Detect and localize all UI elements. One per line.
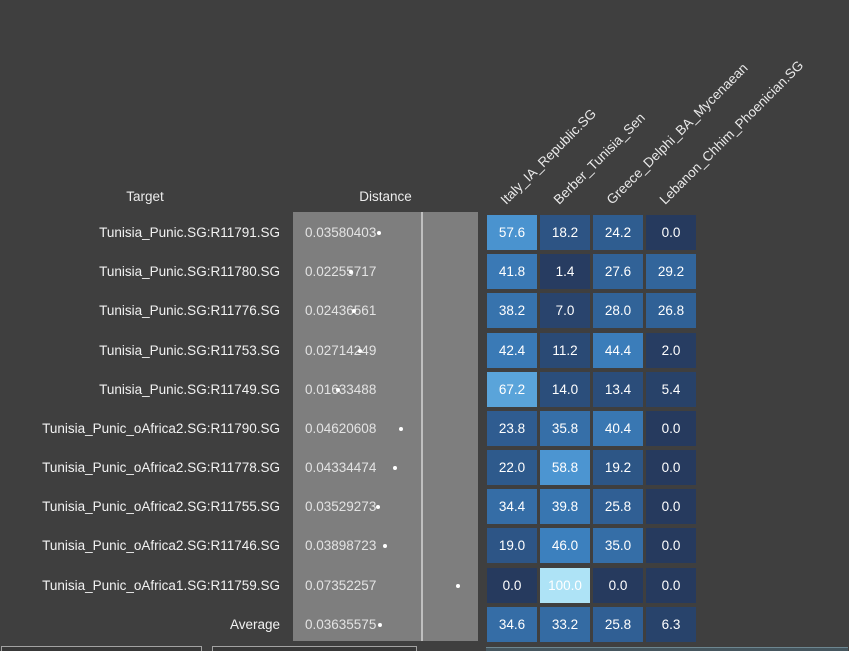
heat-cell: 33.2 (540, 607, 590, 642)
target-label: Average (229, 617, 280, 632)
distance-value: 0.02714249 (305, 343, 377, 358)
target-label: Tunisia_Punic.SG:R11791.SG (99, 225, 280, 240)
heat-cell: 38.2 (487, 293, 537, 328)
distance-dot (378, 622, 382, 627)
distance-dot (336, 387, 340, 392)
heat-cell: 28.0 (593, 293, 643, 328)
distance-value: 0.03580403 (305, 225, 377, 240)
cutoff-input-middle[interactable] (212, 646, 417, 651)
distance-dot (456, 583, 460, 588)
distance-column-header: Distance (359, 189, 412, 204)
heat-cell: 39.8 (540, 489, 590, 524)
heat-cell: 41.8 (487, 254, 537, 289)
target-label: Tunisia_Punic.SG:R11780.SG (99, 264, 280, 279)
heat-cell: 35.0 (593, 528, 643, 563)
target-label: Tunisia_Punic.SG:R11753.SG (99, 343, 280, 358)
heat-cell: 35.8 (540, 411, 590, 446)
distance-band (293, 212, 478, 641)
heat-cell: 18.2 (540, 215, 590, 250)
distance-dot (349, 269, 353, 274)
distance-value: 0.07352257 (305, 578, 377, 593)
distance-dot (376, 504, 380, 509)
table-row: Tunisia_Punic.SG:R11749.SG 0.01633488 67.2… (0, 370, 849, 409)
heat-cell: 19.2 (593, 450, 643, 485)
heat-cell: 0.0 (646, 450, 696, 485)
heat-cell: 29.2 (646, 254, 696, 289)
rotated-column-header: Berber_Tunisia_Sen (550, 110, 648, 208)
average-row: Average 0.03635575 34.6 33.2 25.8 6.3 (0, 605, 849, 644)
heat-cell: 14.0 (540, 372, 590, 407)
table-row: Tunisia_Punic.SG:R11753.SG 0.02714249 42.4… (0, 331, 849, 370)
table-row: Tunisia_Punic_oAfrica2.SG:R11778.SG 0.043… (0, 448, 849, 487)
distance-value: 0.03529273 (305, 499, 377, 514)
distance-value: 0.04620608 (305, 421, 377, 436)
table-row: Tunisia_Punic.SG:R11776.SG 0.02436561 38.2… (0, 291, 849, 330)
heat-cell: 22.0 (487, 450, 537, 485)
target-label: Tunisia_Punic_oAfrica2.SG:R11755.SG (42, 499, 280, 514)
distance-dot (377, 230, 381, 235)
distance-value: 0.03635575 (305, 617, 377, 632)
distance-dot (352, 308, 356, 313)
heat-cell: 42.4 (487, 333, 537, 368)
distance-dot (393, 465, 397, 470)
target-label: Tunisia_Punic_oAfrica1.SG:R11759.SG (42, 578, 280, 593)
heat-cell: 6.3 (646, 607, 696, 642)
distance-dot (358, 348, 362, 353)
table-row: Tunisia_Punic_oAfrica1.SG:R11759.SG 0.073… (0, 566, 849, 605)
heat-cell: 7.0 (540, 293, 590, 328)
distance-dot (383, 543, 387, 548)
heat-cell: 25.8 (593, 489, 643, 524)
heat-cell: 26.8 (646, 293, 696, 328)
target-column-header: Target (126, 189, 164, 204)
target-label: Tunisia_Punic.SG:R11776.SG (99, 303, 280, 318)
table-row: Tunisia_Punic_oAfrica2.SG:R11790.SG 0.046… (0, 409, 849, 448)
distance-value: 0.02255717 (305, 264, 377, 279)
heat-cell: 19.0 (487, 528, 537, 563)
heat-cell: 0.0 (487, 568, 537, 603)
heat-cell: 46.0 (540, 528, 590, 563)
table-row: Tunisia_Punic_oAfrica2.SG:R11755.SG 0.035… (0, 487, 849, 526)
heat-cell: 27.6 (593, 254, 643, 289)
heat-cell: 34.6 (487, 607, 537, 642)
distance-value: 0.03898723 (305, 538, 377, 553)
heat-cell: 100.0 (540, 568, 590, 603)
heat-cell: 5.4 (646, 372, 696, 407)
distance-dot (399, 426, 403, 431)
heat-cell: 34.4 (487, 489, 537, 524)
distance-value: 0.02436561 (305, 303, 377, 318)
heat-cell: 67.2 (487, 372, 537, 407)
table-row: Tunisia_Punic_oAfrica2.SG:R11746.SG 0.038… (0, 526, 849, 565)
target-label: Tunisia_Punic.SG:R11749.SG (99, 382, 280, 397)
heat-cell: 0.0 (646, 568, 696, 603)
target-label: Tunisia_Punic_oAfrica2.SG:R11778.SG (42, 460, 280, 475)
distance-value: 0.04334474 (305, 460, 377, 475)
heat-cell: 0.0 (646, 411, 696, 446)
heat-cell: 1.4 (540, 254, 590, 289)
heat-cell: 0.0 (646, 489, 696, 524)
target-label: Tunisia_Punic_oAfrica2.SG:R11746.SG (42, 538, 280, 553)
heat-cell: 57.6 (487, 215, 537, 250)
heat-cell: 23.8 (487, 411, 537, 446)
cutoff-panel-right[interactable] (486, 647, 848, 651)
heat-cell: 58.8 (540, 450, 590, 485)
heat-cell: 13.4 (593, 372, 643, 407)
heat-cell: 0.0 (593, 568, 643, 603)
table-row: Tunisia_Punic.SG:R11780.SG 0.02255717 41.8… (0, 252, 849, 291)
heat-cell: 40.4 (593, 411, 643, 446)
rotated-column-header: Italy_IA_Republic.SG (497, 105, 600, 208)
distance-value: 0.01633488 (305, 382, 377, 397)
cutoff-input-left[interactable] (1, 646, 202, 651)
heat-cell: 2.0 (646, 333, 696, 368)
heat-cell: 11.2 (540, 333, 590, 368)
heat-cell: 25.8 (593, 607, 643, 642)
heat-cell: 0.0 (646, 215, 696, 250)
distance-scale-line (421, 212, 423, 641)
heat-cell: 24.2 (593, 215, 643, 250)
table-row: Tunisia_Punic.SG:R11791.SG 0.03580403 57.6… (0, 213, 849, 252)
heat-cell: 44.4 (593, 333, 643, 368)
target-label: Tunisia_Punic_oAfrica2.SG:R11790.SG (42, 421, 280, 436)
heat-cell: 0.0 (646, 528, 696, 563)
